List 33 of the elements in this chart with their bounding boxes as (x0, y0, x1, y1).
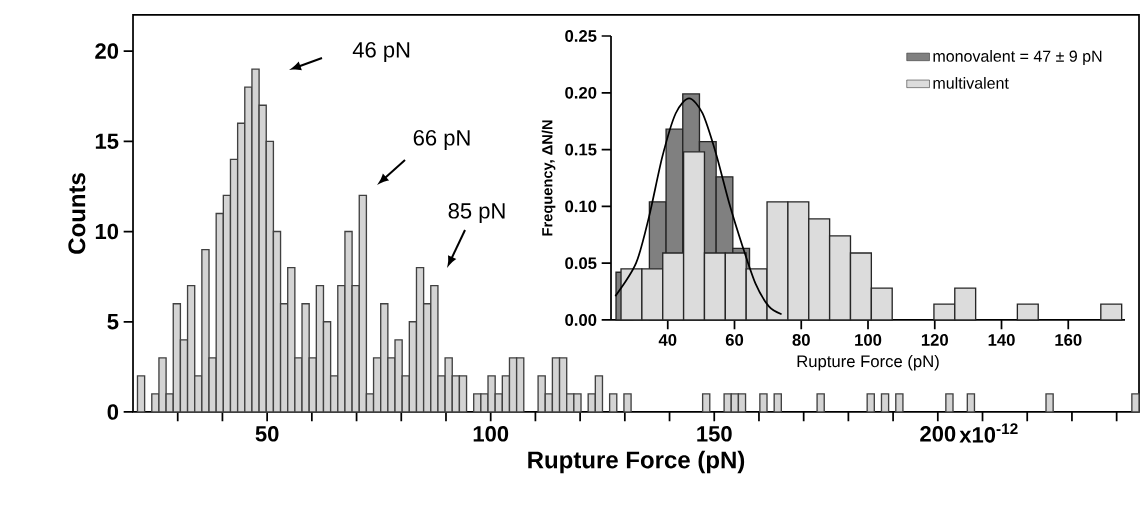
y-tick-label: 20 (95, 43, 119, 59)
y-tick-label: 0.20 (565, 86, 597, 99)
y-axis-title: Frequency, ΔN/N (541, 120, 556, 236)
line-series (614, 97, 783, 316)
annotation: 46 pN (352, 42, 410, 62)
y-axis-title: Counts (68, 173, 86, 254)
x-tick-label: 160 (1055, 334, 1082, 346)
text: x10$^{-12}$ (959, 423, 1018, 443)
x-axis-title: Rupture Force (pN) (528, 450, 745, 474)
y-tick-label: 0.15 (565, 143, 597, 156)
legend-label: monovalent = 47 ± 9 pN (933, 50, 1102, 66)
x-axis-title: Rupture Force (pN) (797, 354, 939, 371)
y-tick-label: 0.05 (565, 257, 597, 270)
x-tick-label: 80 (792, 334, 810, 346)
x-tick-label: 120 (921, 334, 948, 346)
legend-label: multivalent (933, 77, 1009, 89)
x-tick-label: 100 (855, 334, 882, 346)
y-tick-label: 0.00 (565, 314, 597, 326)
y-tick-label: 0.25 (565, 30, 597, 42)
x-tick-label: 140 (988, 334, 1015, 346)
x-tick-label: 60 (725, 334, 744, 346)
y-tick-label: 15 (95, 133, 119, 149)
x-tick-label: 40 (658, 334, 677, 346)
y-tick-label: 0.10 (565, 200, 597, 213)
y-tick-label: 0 (107, 404, 119, 420)
x-tick-label: 200 (920, 426, 956, 442)
annotation: 66 pN (413, 130, 470, 150)
x-tick-label: 100 (473, 426, 509, 442)
annotation: 85 pN (448, 203, 505, 223)
x-tick-label: 50 (255, 426, 279, 442)
x-tick-label: 150 (697, 426, 732, 442)
y-tick-label: 5 (107, 314, 119, 330)
y-tick-label: 10 (95, 223, 119, 240)
